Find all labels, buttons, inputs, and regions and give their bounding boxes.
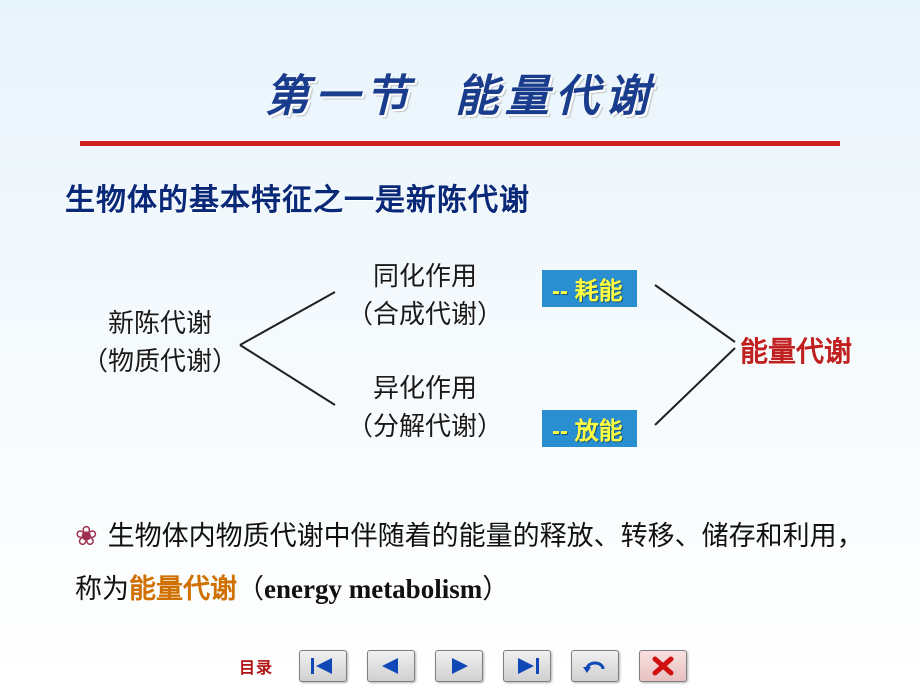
node-catabolism: 异化作用 （分解代谢） [335, 370, 515, 445]
prev-icon [378, 657, 404, 675]
title-underline [80, 140, 840, 146]
title-part1: 第一节 [265, 72, 415, 121]
tag-release-energy: -- 放能 [542, 410, 637, 447]
title-part2: 能量代谢 [455, 72, 655, 121]
next-icon [446, 657, 472, 675]
tag-consume-energy: -- 耗能 [542, 270, 637, 307]
def-close: ） [482, 574, 509, 604]
metabolism-diagram: 新陈代谢 （物质代谢） 同化作用 （合成代谢） 异化作用 （分解代谢） -- 耗… [60, 250, 880, 460]
return-icon [581, 657, 609, 675]
subtitle: 生物体的基本特征之一是新陈代谢 [65, 175, 530, 219]
prev-slide-button[interactable] [367, 650, 415, 682]
slide-title: 第一节能量代谢 [0, 60, 920, 124]
bullet-icon: ❀ [75, 521, 98, 551]
def-highlight: 能量代谢 [129, 574, 237, 604]
first-icon [310, 657, 336, 675]
last-slide-button[interactable] [503, 650, 551, 682]
node-catabolism-l2: （分解代谢） [335, 408, 515, 446]
toc-button[interactable]: 目录 [233, 650, 279, 682]
close-button[interactable] [639, 650, 687, 682]
next-slide-button[interactable] [435, 650, 483, 682]
node-metabolism-l2: （物质代谢） [70, 343, 250, 381]
definition-text: ❀生物体内物质代谢中伴随着的能量的释放、转移、储存和利用，称为能量代谢（ener… [75, 510, 865, 615]
close-icon [652, 656, 674, 676]
first-slide-button[interactable] [299, 650, 347, 682]
node-catabolism-l1: 异化作用 [335, 370, 515, 408]
node-anabolism-l1: 同化作用 [335, 258, 515, 296]
node-metabolism: 新陈代谢 （物质代谢） [70, 305, 250, 380]
return-button[interactable] [571, 650, 619, 682]
node-metabolism-l1: 新陈代谢 [70, 305, 250, 343]
def-open: （ [237, 574, 264, 604]
node-energy-metabolism: 能量代谢 [740, 330, 852, 370]
slide-navbar: 目录 [0, 650, 920, 682]
last-icon [514, 657, 540, 675]
node-anabolism-l2: （合成代谢） [335, 296, 515, 334]
node-anabolism: 同化作用 （合成代谢） [335, 258, 515, 333]
def-english: energy metabolism [264, 574, 482, 604]
